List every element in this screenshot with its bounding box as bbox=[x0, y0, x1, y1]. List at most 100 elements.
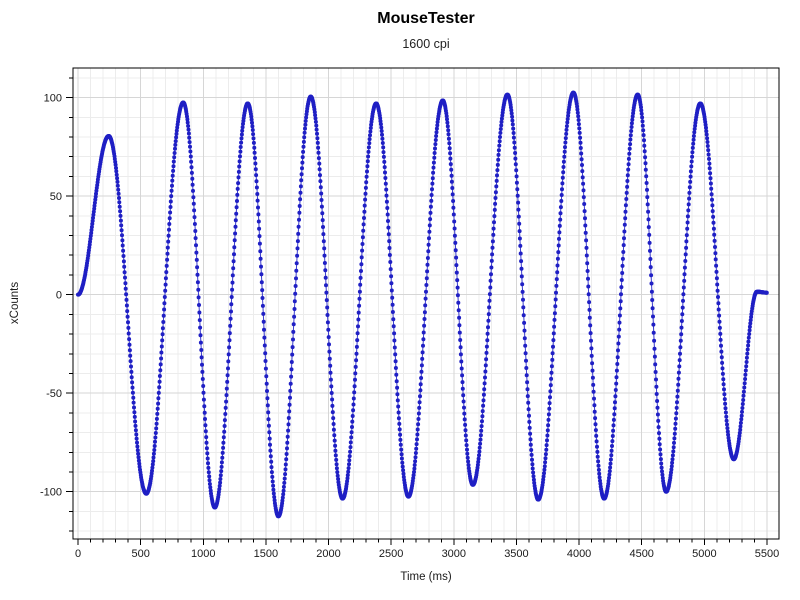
data-point bbox=[228, 323, 233, 328]
data-point bbox=[120, 243, 125, 248]
data-point bbox=[596, 459, 601, 464]
data-point bbox=[655, 399, 660, 403]
data-point bbox=[394, 379, 399, 384]
data-point bbox=[157, 374, 162, 378]
data-point bbox=[715, 282, 720, 287]
data-point bbox=[478, 437, 483, 442]
data-point bbox=[134, 436, 139, 441]
data-point bbox=[288, 395, 292, 400]
data-point bbox=[644, 174, 649, 179]
data-point bbox=[194, 257, 199, 262]
data-point bbox=[678, 338, 683, 343]
data-point bbox=[648, 265, 653, 270]
data-point bbox=[582, 209, 587, 214]
data-point bbox=[425, 269, 430, 274]
data-point bbox=[122, 270, 127, 275]
data-point bbox=[596, 463, 601, 468]
data-point bbox=[287, 409, 292, 414]
data-point bbox=[236, 181, 241, 186]
data-point bbox=[269, 470, 274, 475]
data-point bbox=[643, 155, 648, 160]
data-point bbox=[678, 351, 682, 356]
data-point bbox=[499, 123, 504, 128]
data-point bbox=[87, 242, 92, 247]
data-point bbox=[493, 201, 498, 206]
data-point bbox=[520, 289, 525, 294]
data-point bbox=[152, 448, 157, 452]
data-point bbox=[544, 443, 549, 448]
data-point bbox=[720, 360, 725, 365]
data-point bbox=[394, 372, 399, 377]
data-point bbox=[543, 460, 548, 465]
data-point bbox=[562, 149, 567, 154]
data-point bbox=[669, 467, 674, 472]
data-point bbox=[165, 251, 170, 256]
data-point bbox=[580, 163, 584, 167]
data-point bbox=[335, 473, 340, 478]
data-point bbox=[617, 320, 622, 325]
data-point bbox=[524, 358, 528, 363]
data-point bbox=[330, 397, 335, 402]
data-point bbox=[681, 285, 686, 290]
data-point bbox=[283, 467, 288, 472]
data-point bbox=[675, 394, 680, 399]
data-point bbox=[465, 447, 469, 452]
data-point bbox=[577, 126, 582, 131]
data-point bbox=[455, 293, 460, 298]
data-point bbox=[292, 314, 297, 319]
data-point bbox=[201, 390, 206, 395]
data-point bbox=[581, 188, 586, 193]
data-point bbox=[412, 466, 417, 471]
data-point bbox=[672, 431, 677, 436]
data-point bbox=[446, 132, 451, 137]
data-point bbox=[741, 393, 746, 398]
data-point bbox=[230, 287, 235, 292]
data-point bbox=[300, 160, 305, 165]
data-point bbox=[679, 319, 684, 323]
data-point bbox=[185, 120, 190, 125]
data-point bbox=[319, 204, 324, 209]
data-point bbox=[118, 218, 123, 223]
data-point bbox=[193, 229, 198, 233]
data-point bbox=[92, 203, 97, 208]
data-point bbox=[350, 419, 355, 424]
data-point bbox=[162, 301, 167, 306]
data-point bbox=[363, 191, 368, 196]
data-point bbox=[132, 414, 137, 419]
data-point bbox=[476, 456, 481, 461]
data-point bbox=[721, 382, 726, 387]
data-point bbox=[219, 464, 224, 469]
data-point bbox=[350, 414, 355, 418]
data-point bbox=[497, 143, 502, 148]
data-point bbox=[556, 243, 561, 248]
data-point bbox=[578, 146, 583, 150]
data-point bbox=[682, 265, 687, 270]
data-point bbox=[689, 164, 694, 169]
data-point bbox=[167, 216, 172, 221]
data-point bbox=[707, 166, 712, 171]
data-point bbox=[262, 343, 267, 348]
data-point bbox=[548, 395, 552, 400]
data-point bbox=[265, 396, 270, 401]
data-point bbox=[346, 466, 351, 471]
data-point bbox=[556, 250, 561, 255]
data-point bbox=[484, 344, 489, 349]
data-point bbox=[541, 477, 546, 482]
data-point bbox=[395, 398, 400, 403]
data-point bbox=[90, 218, 95, 223]
data-point bbox=[631, 111, 636, 116]
data-point bbox=[256, 205, 260, 210]
data-point bbox=[322, 261, 327, 265]
data-point bbox=[584, 245, 589, 250]
data-point bbox=[286, 416, 291, 420]
data-point bbox=[687, 185, 692, 190]
data-point bbox=[451, 199, 456, 203]
data-point bbox=[424, 283, 429, 287]
data-point bbox=[490, 252, 495, 257]
data-point bbox=[266, 410, 271, 415]
data-point bbox=[351, 402, 356, 407]
data-point bbox=[722, 397, 727, 402]
data-point bbox=[593, 416, 598, 421]
data-point bbox=[205, 451, 210, 456]
